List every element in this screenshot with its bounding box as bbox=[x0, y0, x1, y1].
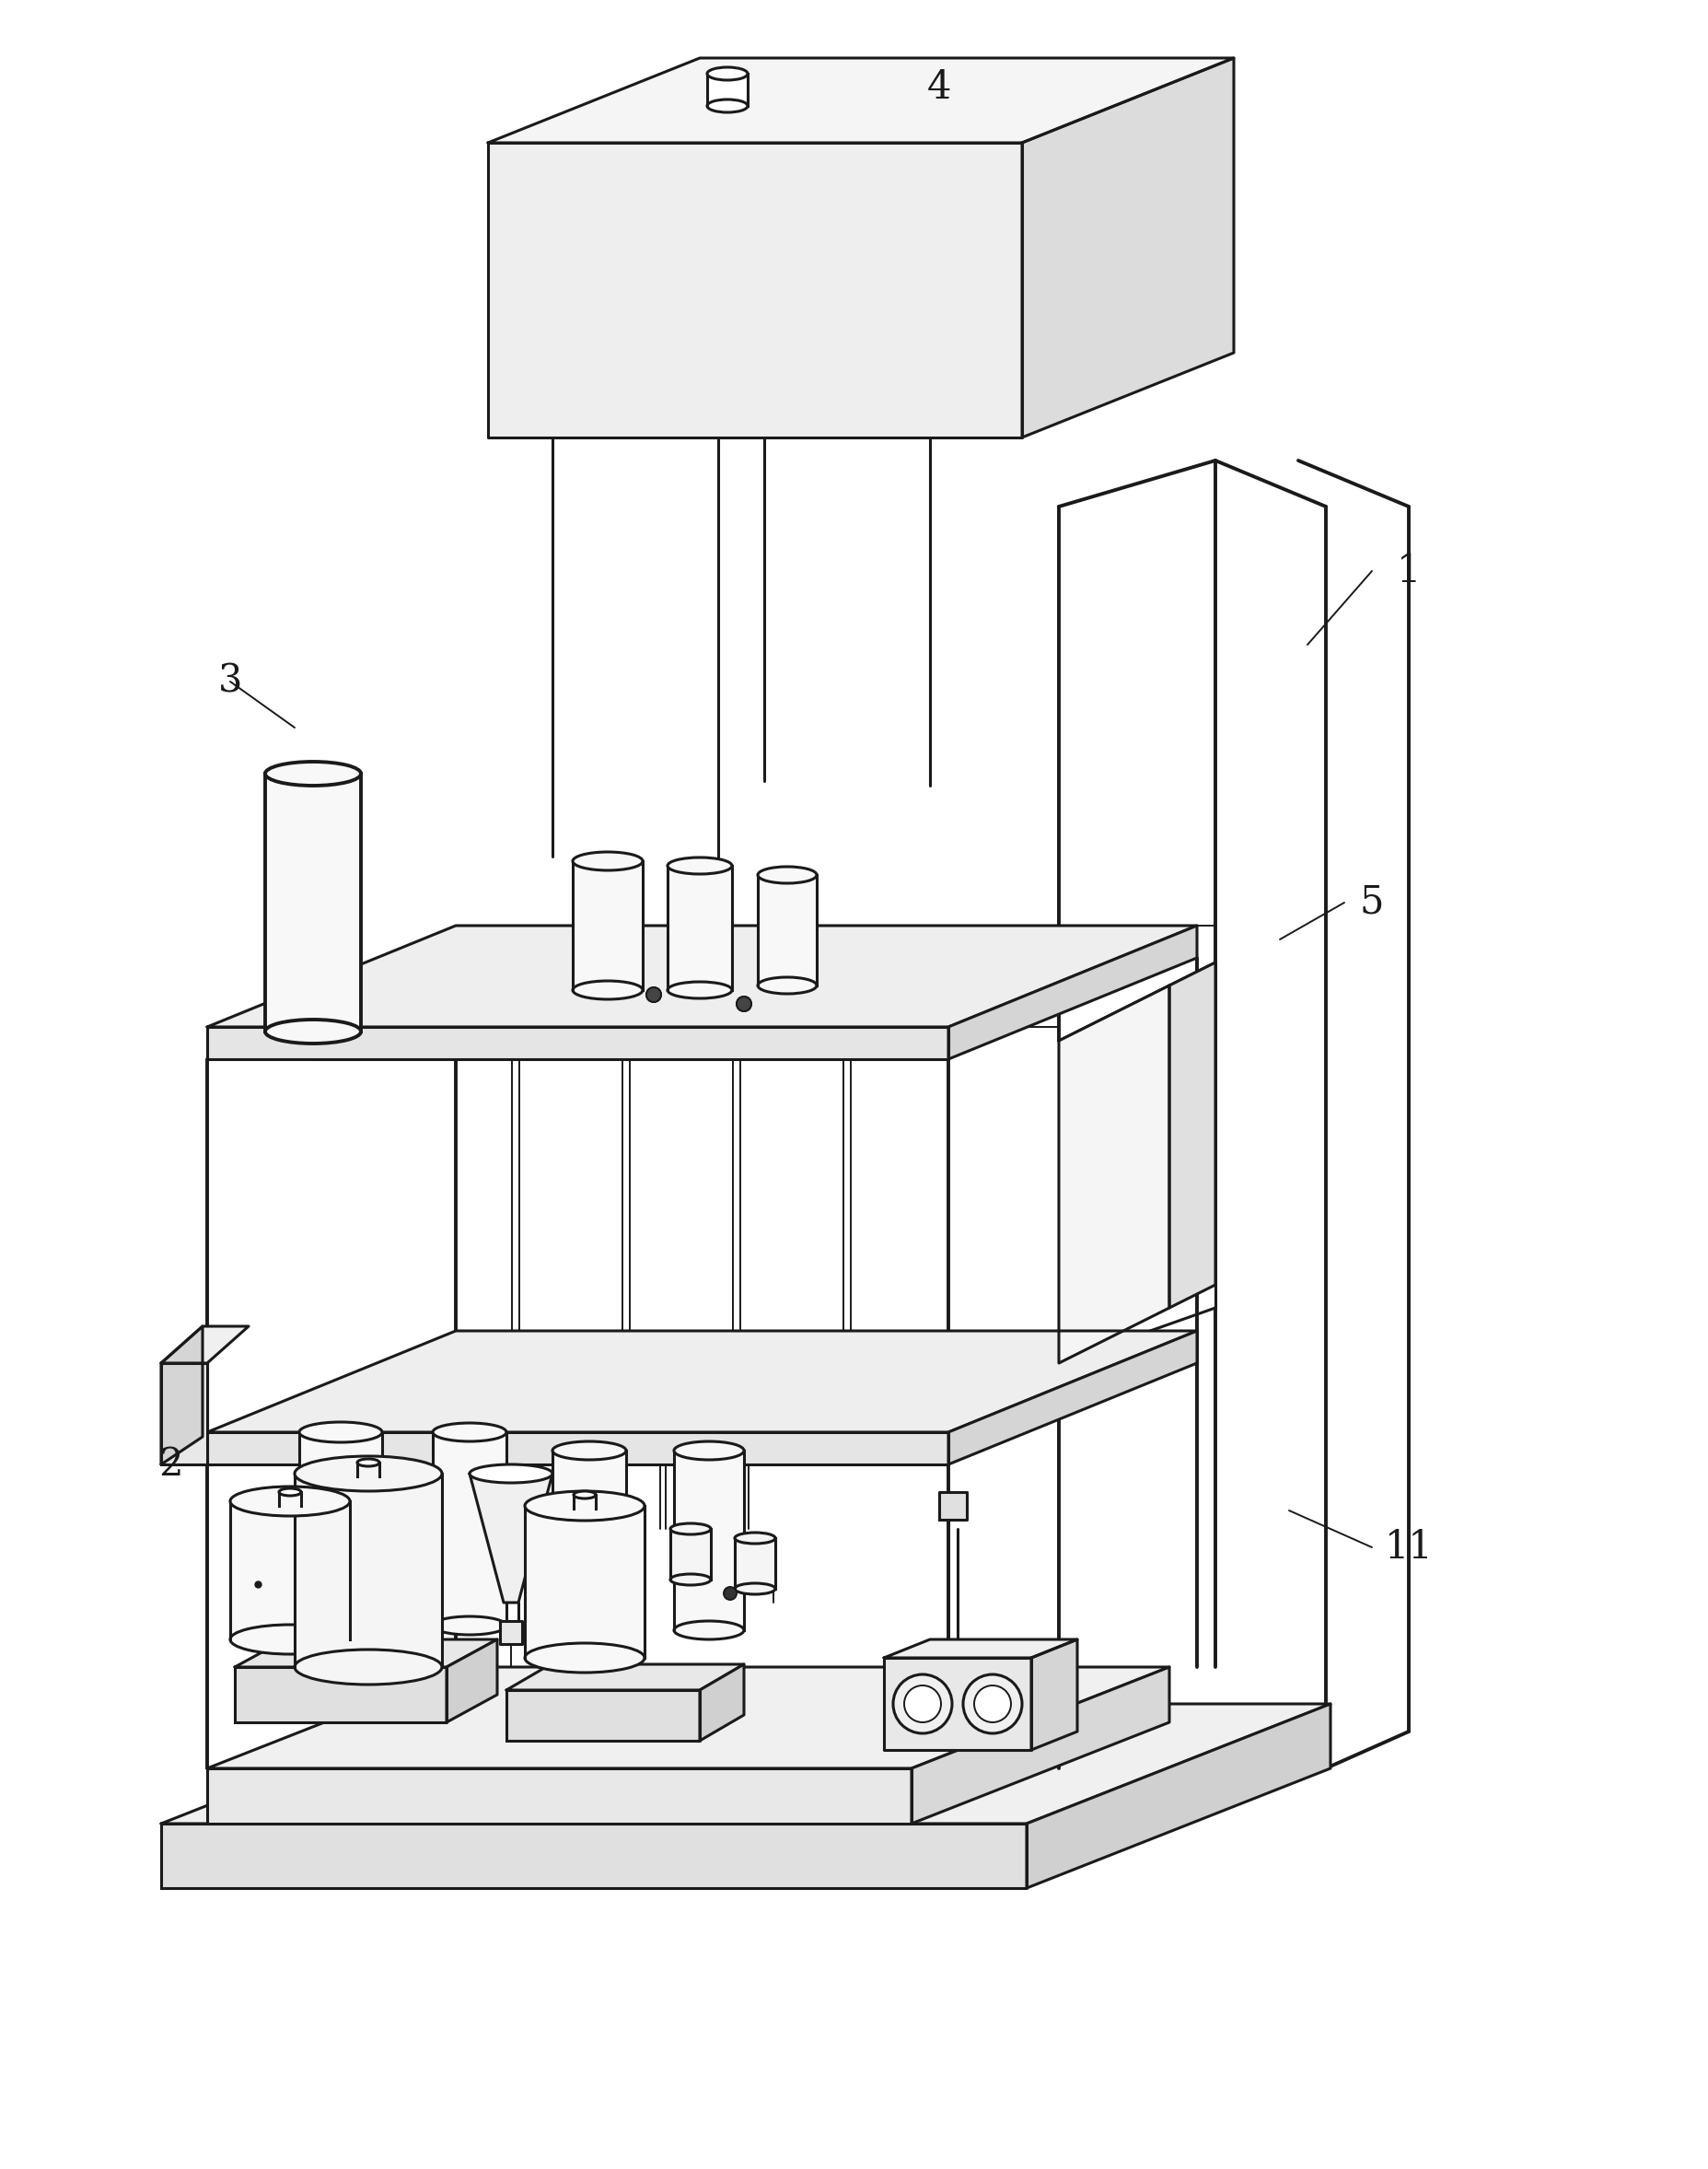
Polygon shape bbox=[572, 861, 642, 989]
Polygon shape bbox=[524, 1505, 644, 1657]
Polygon shape bbox=[488, 143, 1021, 438]
Polygon shape bbox=[161, 1362, 207, 1464]
Ellipse shape bbox=[299, 1607, 383, 1627]
Ellipse shape bbox=[668, 983, 733, 998]
Ellipse shape bbox=[265, 1019, 360, 1043]
Polygon shape bbox=[948, 926, 1197, 1058]
Polygon shape bbox=[675, 1451, 745, 1631]
Ellipse shape bbox=[231, 1486, 350, 1516]
Polygon shape bbox=[207, 926, 1197, 1026]
Polygon shape bbox=[278, 1492, 301, 1505]
Polygon shape bbox=[161, 1325, 249, 1362]
Ellipse shape bbox=[470, 1464, 552, 1484]
Ellipse shape bbox=[668, 857, 733, 874]
Ellipse shape bbox=[707, 100, 748, 113]
Polygon shape bbox=[299, 1432, 383, 1616]
Polygon shape bbox=[1021, 59, 1233, 438]
Polygon shape bbox=[1027, 1705, 1331, 1887]
Circle shape bbox=[974, 1685, 1011, 1722]
Ellipse shape bbox=[552, 1625, 627, 1644]
Polygon shape bbox=[207, 1026, 948, 1058]
Polygon shape bbox=[1032, 1640, 1078, 1750]
Text: 1: 1 bbox=[1397, 551, 1421, 590]
Text: 5: 5 bbox=[1360, 883, 1383, 922]
Polygon shape bbox=[231, 1501, 350, 1640]
Ellipse shape bbox=[574, 1490, 596, 1499]
Text: 4: 4 bbox=[927, 67, 951, 106]
Ellipse shape bbox=[758, 978, 816, 993]
Text: 2: 2 bbox=[159, 1445, 183, 1484]
Ellipse shape bbox=[524, 1644, 644, 1672]
Ellipse shape bbox=[278, 1488, 301, 1497]
Polygon shape bbox=[488, 59, 1233, 143]
Ellipse shape bbox=[574, 1505, 596, 1512]
Polygon shape bbox=[357, 1462, 379, 1477]
Ellipse shape bbox=[278, 1503, 301, 1510]
Circle shape bbox=[724, 1588, 736, 1601]
Polygon shape bbox=[1059, 985, 1170, 1362]
Ellipse shape bbox=[357, 1460, 379, 1466]
Polygon shape bbox=[207, 1432, 948, 1464]
Polygon shape bbox=[265, 774, 360, 1032]
Circle shape bbox=[646, 987, 661, 1002]
Ellipse shape bbox=[572, 852, 642, 870]
Ellipse shape bbox=[758, 868, 816, 883]
Polygon shape bbox=[734, 1538, 775, 1588]
Polygon shape bbox=[758, 874, 816, 985]
Polygon shape bbox=[432, 1432, 506, 1625]
Ellipse shape bbox=[299, 1423, 383, 1442]
Polygon shape bbox=[1170, 963, 1216, 1308]
Ellipse shape bbox=[432, 1423, 506, 1442]
Ellipse shape bbox=[675, 1620, 745, 1640]
Circle shape bbox=[893, 1674, 951, 1733]
Ellipse shape bbox=[675, 1442, 745, 1460]
Text: 3: 3 bbox=[219, 662, 243, 701]
Ellipse shape bbox=[670, 1575, 711, 1586]
Ellipse shape bbox=[295, 1455, 442, 1490]
Polygon shape bbox=[295, 1473, 442, 1668]
Ellipse shape bbox=[734, 1533, 775, 1544]
Polygon shape bbox=[700, 1664, 745, 1742]
Polygon shape bbox=[470, 1473, 552, 1603]
Ellipse shape bbox=[707, 67, 748, 80]
Polygon shape bbox=[207, 1768, 912, 1824]
Polygon shape bbox=[707, 74, 748, 106]
Polygon shape bbox=[670, 1529, 711, 1579]
Polygon shape bbox=[207, 1332, 1197, 1432]
Polygon shape bbox=[939, 1492, 967, 1520]
Ellipse shape bbox=[552, 1442, 627, 1460]
Polygon shape bbox=[885, 1657, 1032, 1750]
Polygon shape bbox=[234, 1668, 446, 1722]
Polygon shape bbox=[207, 1668, 1170, 1768]
Polygon shape bbox=[885, 1640, 1078, 1657]
Ellipse shape bbox=[295, 1651, 442, 1685]
Polygon shape bbox=[574, 1494, 596, 1510]
Ellipse shape bbox=[432, 1616, 506, 1635]
Circle shape bbox=[736, 996, 752, 1011]
Polygon shape bbox=[948, 1332, 1197, 1464]
Circle shape bbox=[736, 996, 752, 1011]
Ellipse shape bbox=[734, 1583, 775, 1594]
Polygon shape bbox=[912, 1668, 1170, 1824]
Polygon shape bbox=[161, 1705, 1331, 1824]
Polygon shape bbox=[506, 1664, 745, 1690]
Polygon shape bbox=[506, 1690, 700, 1742]
Ellipse shape bbox=[231, 1625, 350, 1655]
Polygon shape bbox=[161, 1824, 1027, 1887]
Circle shape bbox=[646, 987, 661, 1002]
Polygon shape bbox=[161, 1325, 203, 1464]
Text: 11: 11 bbox=[1385, 1527, 1433, 1566]
Polygon shape bbox=[668, 865, 733, 989]
Ellipse shape bbox=[265, 761, 360, 785]
Ellipse shape bbox=[572, 980, 642, 1000]
Circle shape bbox=[963, 1674, 1021, 1733]
Polygon shape bbox=[552, 1451, 627, 1635]
Polygon shape bbox=[446, 1640, 497, 1722]
Ellipse shape bbox=[357, 1473, 379, 1479]
Polygon shape bbox=[234, 1640, 497, 1668]
Circle shape bbox=[904, 1685, 941, 1722]
Ellipse shape bbox=[524, 1490, 644, 1520]
Polygon shape bbox=[500, 1620, 523, 1644]
Ellipse shape bbox=[670, 1523, 711, 1533]
